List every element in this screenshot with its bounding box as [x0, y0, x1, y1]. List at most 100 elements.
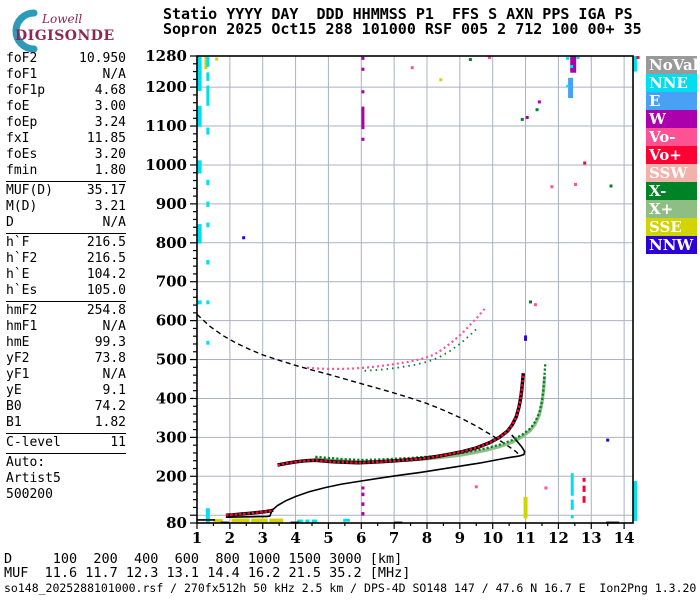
parameter-value: 74.2 [94, 399, 126, 414]
parameter-row: foF1 N/A [6, 67, 126, 83]
legend-item-ssw: SSW [646, 164, 697, 182]
parameter-value: 1.82 [94, 415, 126, 430]
parameter-label: Artist5 [6, 471, 61, 486]
x-tick-label: 8 [422, 529, 432, 547]
parameter-value: 73.8 [94, 351, 126, 366]
y-tick-label: 500 [156, 351, 187, 369]
status-line: so148_2025288101000.rsf / 270fx512h 50 k… [4, 581, 697, 595]
noise-column [570, 56, 577, 73]
echo-band [305, 519, 310, 523]
parameter-row: h`Es 105.0 [6, 283, 126, 299]
parameter-row: Auto: [6, 455, 126, 471]
parameter-value: 11.85 [86, 131, 126, 146]
parameter-row: fmin 1.80 [6, 163, 126, 179]
echo-band [311, 519, 317, 523]
series-o-trace-e [225, 509, 274, 517]
parameter-row: yF2 73.8 [6, 351, 126, 367]
y-tick-label: 1100 [145, 117, 187, 135]
noise-column [206, 72, 210, 81]
parameter-value: 9.1 [102, 383, 126, 398]
x-tick-label: 3 [257, 529, 267, 547]
noise-dot [361, 486, 365, 490]
parameter-label: foF1 [6, 67, 38, 82]
noise-column [206, 56, 210, 67]
noise-column [206, 340, 210, 345]
parameter-row: hmE 99.3 [6, 335, 126, 351]
noise-dot [410, 66, 414, 70]
legend-item-e: E [646, 92, 697, 110]
y-tick-label: 400 [156, 389, 187, 407]
noise-column [566, 57, 570, 60]
parameter-label: M(D) [6, 199, 38, 214]
parameter-row: Artist5 [6, 471, 126, 487]
echo-band [213, 519, 223, 524]
echo-band [251, 518, 268, 524]
echo-band [297, 519, 303, 523]
legend-item-vo: Vo- [646, 128, 697, 146]
series-muf-transmission-curve [196, 313, 522, 457]
legend-item-x: X+ [646, 200, 697, 218]
echo-band [269, 518, 284, 524]
parameter-label: foEp [6, 115, 38, 130]
parameter-label: fxI [6, 131, 30, 146]
x-tick-label: 6 [356, 529, 366, 547]
noise-column [566, 84, 570, 88]
noise-dot [550, 185, 554, 189]
noise-dot [474, 485, 478, 489]
parameter-row: B1 1.82 [6, 415, 126, 431]
parameter-label: h`Es [6, 283, 38, 298]
noise-column [206, 222, 210, 228]
noise-dot [544, 486, 548, 490]
logo-digisonde-text: DIGISONDE [15, 28, 115, 44]
parameter-label: fmin [6, 163, 38, 178]
parameter-row: M(D) 3.21 [6, 199, 126, 215]
parameter-panel: foF2 10.950 foF1 N/A foF1p 4.68 foE 3.00 foEp 3.2… [6, 51, 126, 503]
parameter-label: h`F [6, 235, 30, 250]
y-tick-label: 1280 [145, 47, 187, 65]
parameter-row: B0 74.2 [6, 399, 126, 415]
noise-column [582, 496, 586, 503]
x-tick-label: 13 [581, 529, 602, 547]
parameter-row: h`F2 216.5 [6, 251, 126, 267]
x-tick-label: 11 [515, 529, 536, 547]
parameter-value: 35.17 [86, 183, 126, 198]
noise-dot [468, 58, 472, 62]
muf-row: MUF 11.6 11.7 12.3 13.1 14.4 16.2 21.5 3… [4, 565, 411, 581]
panel-divider [6, 433, 126, 434]
parameter-label: yF2 [6, 351, 30, 366]
noise-column [523, 496, 528, 519]
panel-divider [6, 301, 126, 302]
panel-divider [6, 233, 126, 234]
noise-dot [583, 161, 587, 165]
logo-lowell-text: Lowell [42, 12, 83, 26]
x-tick-label: 7 [389, 529, 399, 547]
noise-dot [242, 236, 246, 240]
parameter-label: hmE [6, 335, 30, 350]
noise-column [206, 85, 210, 106]
parameter-label: hmF1 [6, 319, 38, 334]
x-tick-label: 2 [225, 529, 235, 547]
distance-row: D 100 200 400 600 800 1000 1500 3000 [km… [4, 551, 403, 567]
noise-column [197, 105, 202, 127]
legend-item-nnw: NNW [646, 236, 697, 254]
parameter-value: 216.5 [86, 235, 126, 250]
noise-column [361, 512, 365, 516]
parameter-value: 105.0 [86, 283, 126, 298]
x-tick-label: 1 [192, 529, 202, 547]
noise-column [206, 179, 210, 186]
noise-column [206, 127, 210, 135]
parameter-label: MUF(D) [6, 183, 53, 198]
noise-dot [570, 65, 574, 69]
parameter-row: hmF1 N/A [6, 319, 126, 335]
series-o-trace-f [277, 373, 525, 467]
noise-dot [520, 117, 524, 121]
parameter-label: hmF2 [6, 303, 38, 318]
parameter-value: 99.3 [94, 335, 126, 350]
noise-dot [535, 108, 539, 112]
noise-dot [487, 56, 491, 60]
y-tick-label: 300 [156, 428, 187, 446]
noise-column [206, 300, 210, 305]
parameter-label: foEs [6, 147, 38, 162]
noise-column [570, 473, 574, 496]
parameter-row: foEs 3.20 [6, 147, 126, 163]
